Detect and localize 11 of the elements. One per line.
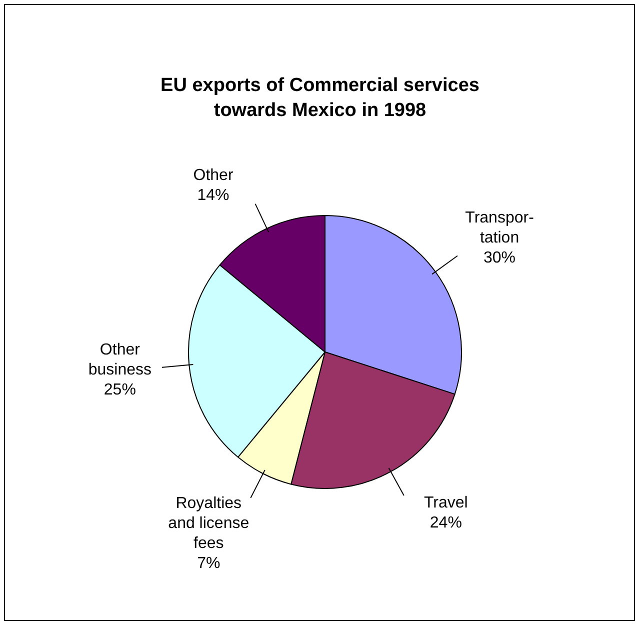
slice-label: Other business — [88, 342, 152, 379]
slice-label: Other — [193, 167, 234, 184]
slice-label: Travel — [424, 494, 468, 512]
data-label: 7% — [197, 554, 220, 572]
slice-label: Transpor-tation — [465, 209, 534, 246]
data-label: 14% — [197, 187, 230, 204]
data-label: 25% — [104, 382, 136, 399]
slice-label: Royalties and license fees — [168, 494, 250, 552]
data-label: 24% — [430, 514, 462, 532]
data-label: 30% — [484, 249, 516, 266]
chart-title: EU exports of Commercial services towards Mexico in 1998 — [160, 75, 480, 122]
